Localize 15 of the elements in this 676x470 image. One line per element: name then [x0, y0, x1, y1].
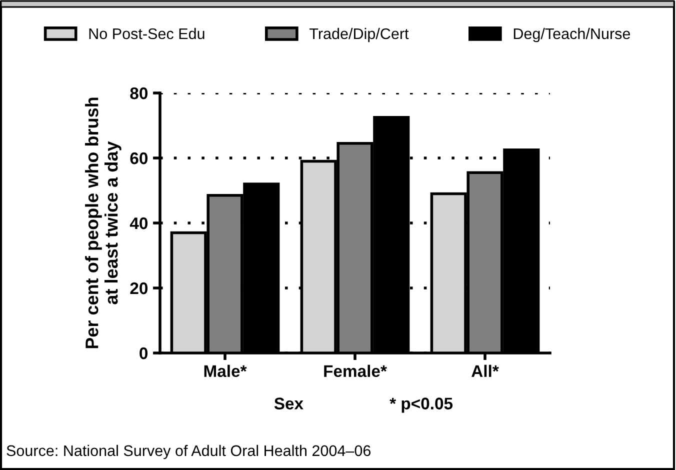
x-tick-label: Female* — [324, 364, 387, 378]
y-tick-label: 40 — [130, 217, 148, 230]
x-axis-title: Sex — [274, 398, 304, 410]
source-note: Source: National Survey of Adult Oral Health 2004–06 — [6, 444, 371, 460]
legend-label: Trade/Dip/Cert — [310, 28, 409, 42]
legend-label: Deg/Teach/Nurse — [514, 28, 630, 42]
y-tick-label: 80 — [130, 87, 148, 100]
y-tick-label: 20 — [130, 282, 148, 294]
x-tick-label: Male* — [204, 364, 247, 378]
legend-label: No Post-Sec Edu — [89, 28, 204, 40]
text: * p<0.05 — [390, 398, 453, 413]
y-axis-title: Per cent of people who brush at least twice a day — [85, 98, 122, 348]
y-tick-label: 60 — [130, 152, 148, 164]
y-tick-label: 0 — [140, 347, 148, 360]
x-tick-label: All* — [472, 364, 499, 377]
